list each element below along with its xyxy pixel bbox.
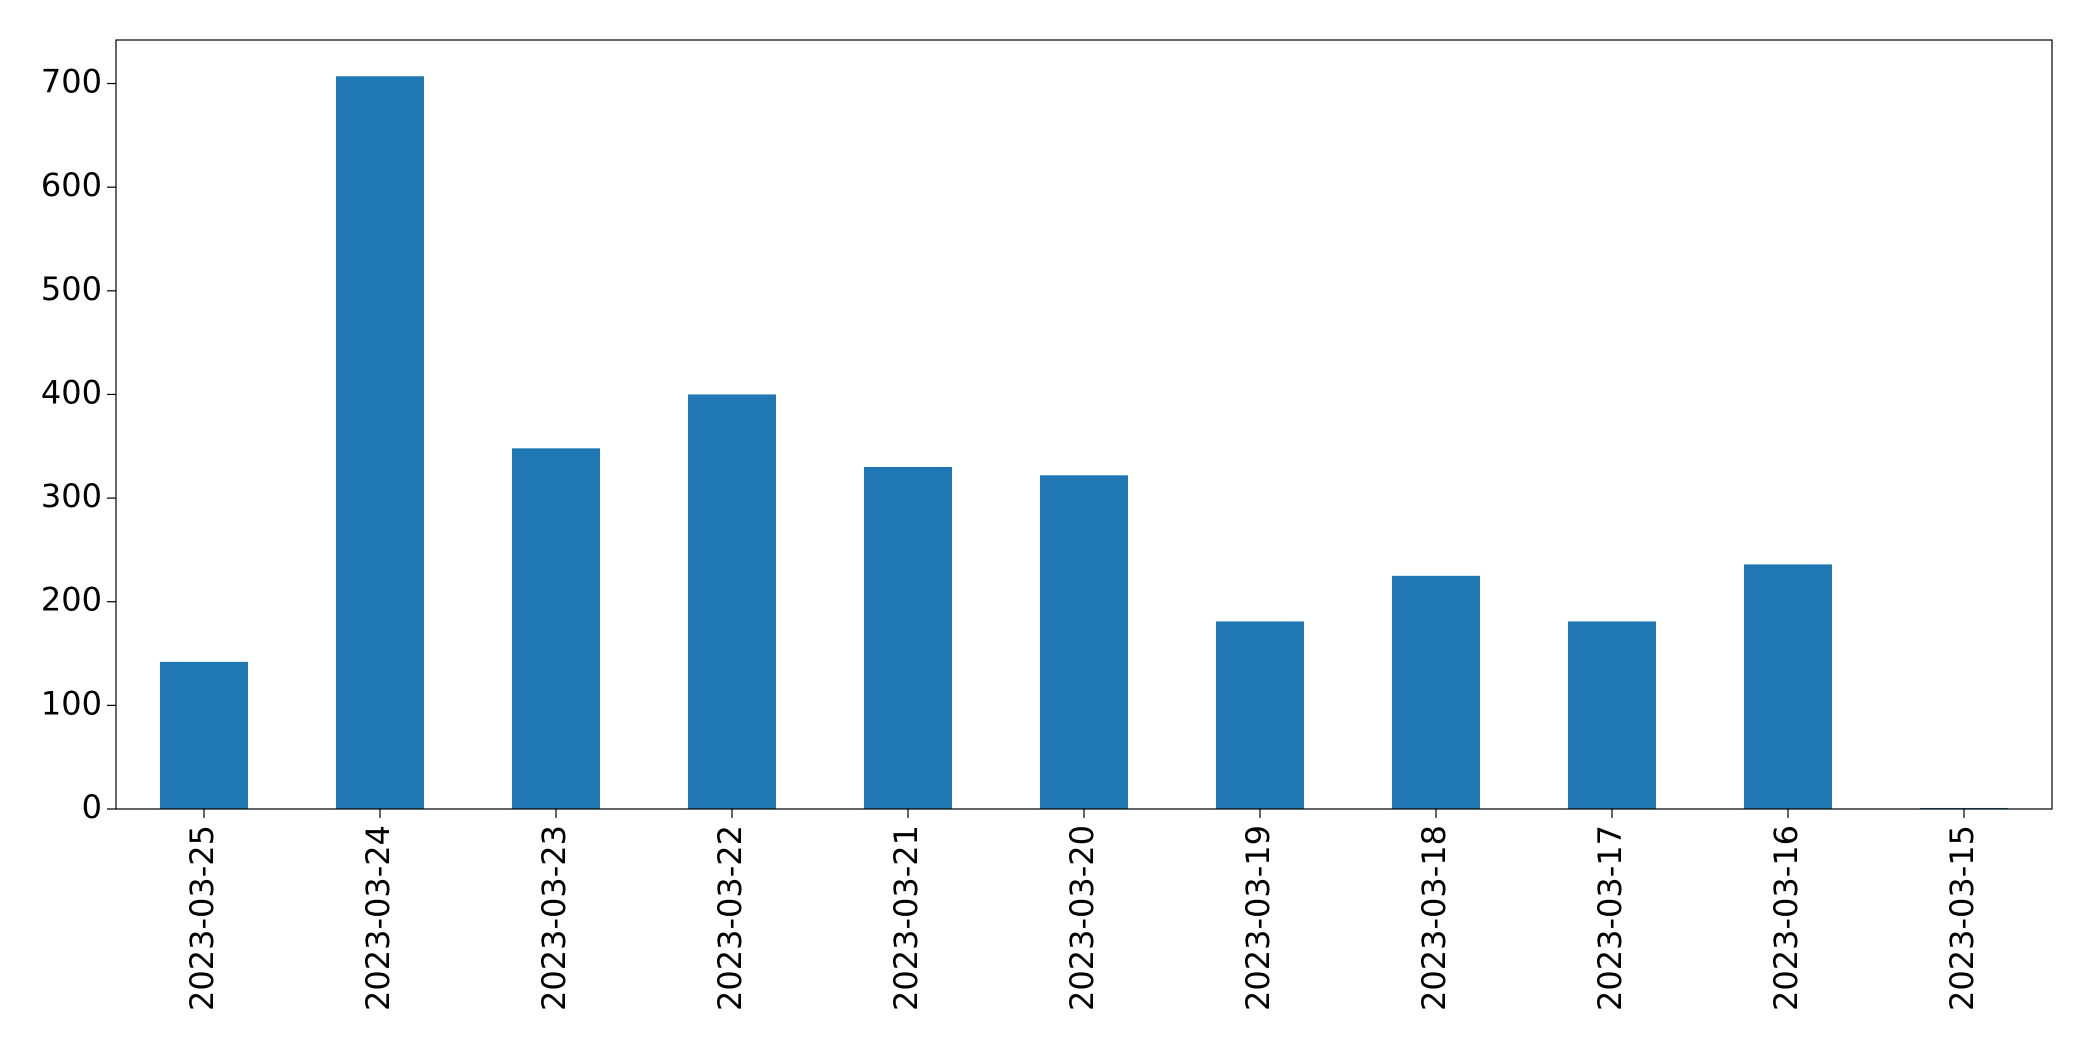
bar [160, 661, 248, 809]
x-tick-label: 2023-03-18 [1415, 825, 1453, 1011]
y-tick-label: 200 [41, 581, 102, 619]
bar [1744, 564, 1832, 809]
bar [864, 466, 952, 809]
y-tick-label: 400 [41, 373, 102, 411]
x-tick-label: 2023-03-24 [359, 825, 397, 1011]
bar [1216, 621, 1304, 809]
y-tick-label: 100 [41, 684, 102, 722]
y-tick-label: 300 [41, 477, 102, 515]
y-tick-label: 0 [82, 788, 102, 826]
x-tick-label: 2023-03-23 [535, 825, 573, 1011]
y-tick-label: 500 [41, 270, 102, 308]
bar [512, 448, 600, 809]
plot-frame [115, 39, 2053, 810]
bar [336, 76, 424, 810]
bar [1392, 575, 1480, 809]
x-tick-label: 2023-03-21 [887, 825, 925, 1011]
bar [1040, 475, 1128, 809]
x-tick-label: 2023-03-22 [711, 825, 749, 1011]
x-tick-label: 2023-03-19 [1239, 825, 1277, 1011]
x-tick-label: 2023-03-15 [1943, 825, 1981, 1011]
x-tick-label: 2023-03-25 [183, 825, 221, 1011]
y-tick-label: 700 [41, 63, 102, 101]
x-tick-label: 2023-03-20 [1063, 825, 1101, 1011]
y-tick-label: 600 [41, 166, 102, 204]
x-tick-label: 2023-03-16 [1767, 825, 1805, 1011]
x-tick-label: 2023-03-17 [1591, 825, 1629, 1011]
bar [688, 394, 776, 809]
bar [1568, 621, 1656, 809]
